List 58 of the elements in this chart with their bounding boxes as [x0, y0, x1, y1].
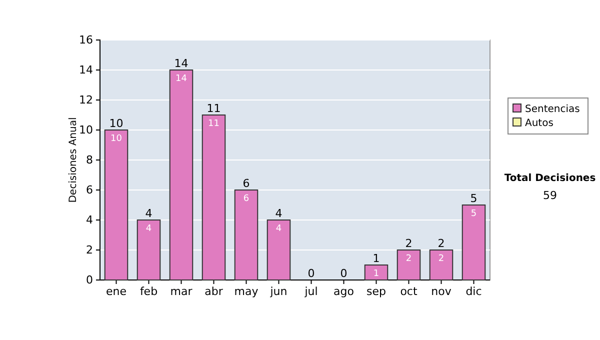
- data-label: 2: [438, 254, 444, 264]
- legend-label: Sentencias: [525, 104, 580, 115]
- bar: [364, 264, 388, 280]
- y-tick-label: 14: [79, 64, 93, 77]
- data-label: 10: [110, 134, 122, 144]
- total-label: 0: [308, 267, 315, 280]
- x-tick-label: sep: [366, 284, 386, 298]
- y-tick-label: 2: [86, 244, 93, 257]
- bar: [136, 220, 161, 280]
- text: 59: [543, 189, 557, 202]
- data-label: 5: [470, 209, 477, 219]
- bar: [169, 70, 194, 280]
- data-label: 1: [373, 269, 380, 279]
- x-tick-label: ene: [106, 284, 127, 298]
- total-label: 4: [145, 207, 152, 220]
- total-label: 5: [470, 192, 478, 205]
- y-tick-label: 12: [79, 94, 93, 107]
- bar: [429, 250, 454, 280]
- bar: [202, 114, 226, 280]
- y-tick-label: 6: [86, 184, 93, 197]
- data-label: 6: [243, 194, 250, 204]
- data-label: 11: [208, 119, 220, 129]
- total-label: 2: [405, 237, 412, 250]
- total-label: 6: [242, 177, 250, 190]
- x-tick-label: may: [234, 284, 259, 298]
- y-tick-label: 10: [79, 124, 93, 137]
- data-label: 2: [406, 254, 412, 264]
- total-label: 11: [206, 102, 221, 115]
- total-label: 0: [340, 267, 348, 280]
- total-label: 4: [275, 207, 282, 220]
- total-label: 1: [372, 252, 380, 265]
- x-tick-label: oct: [400, 284, 418, 298]
- x-tick-label: feb: [140, 284, 158, 298]
- bar: [396, 250, 421, 280]
- bar: [266, 220, 291, 280]
- y-tick-label: 16: [79, 34, 93, 47]
- data-label: 4: [276, 224, 282, 234]
- y-tick-label: 4: [86, 214, 93, 227]
- x-tick-label: abr: [204, 284, 224, 298]
- x-tick-label: nov: [431, 284, 452, 298]
- bar: [104, 130, 128, 280]
- data-label: 4: [146, 224, 152, 234]
- legend-label: Autos: [525, 118, 554, 129]
- text: Total Decisiones: [504, 173, 596, 184]
- data-label: 14: [176, 74, 188, 84]
- total-label: 14: [174, 57, 188, 70]
- total-label: 2: [438, 237, 445, 250]
- bar: [462, 204, 486, 280]
- y-axis-title: Decisiones Anual: [68, 117, 79, 203]
- x-tick-label: ago: [334, 284, 354, 298]
- y-tick-label: 0: [86, 274, 93, 287]
- x-tick-label: dic: [466, 284, 482, 298]
- x-tick-label: mar: [170, 284, 193, 298]
- bar: [234, 190, 258, 280]
- x-tick-label: jul: [304, 284, 318, 298]
- y-tick-label: 8: [86, 154, 93, 167]
- x-tick-label: jun: [269, 284, 288, 298]
- total-label: 10: [109, 117, 124, 130]
